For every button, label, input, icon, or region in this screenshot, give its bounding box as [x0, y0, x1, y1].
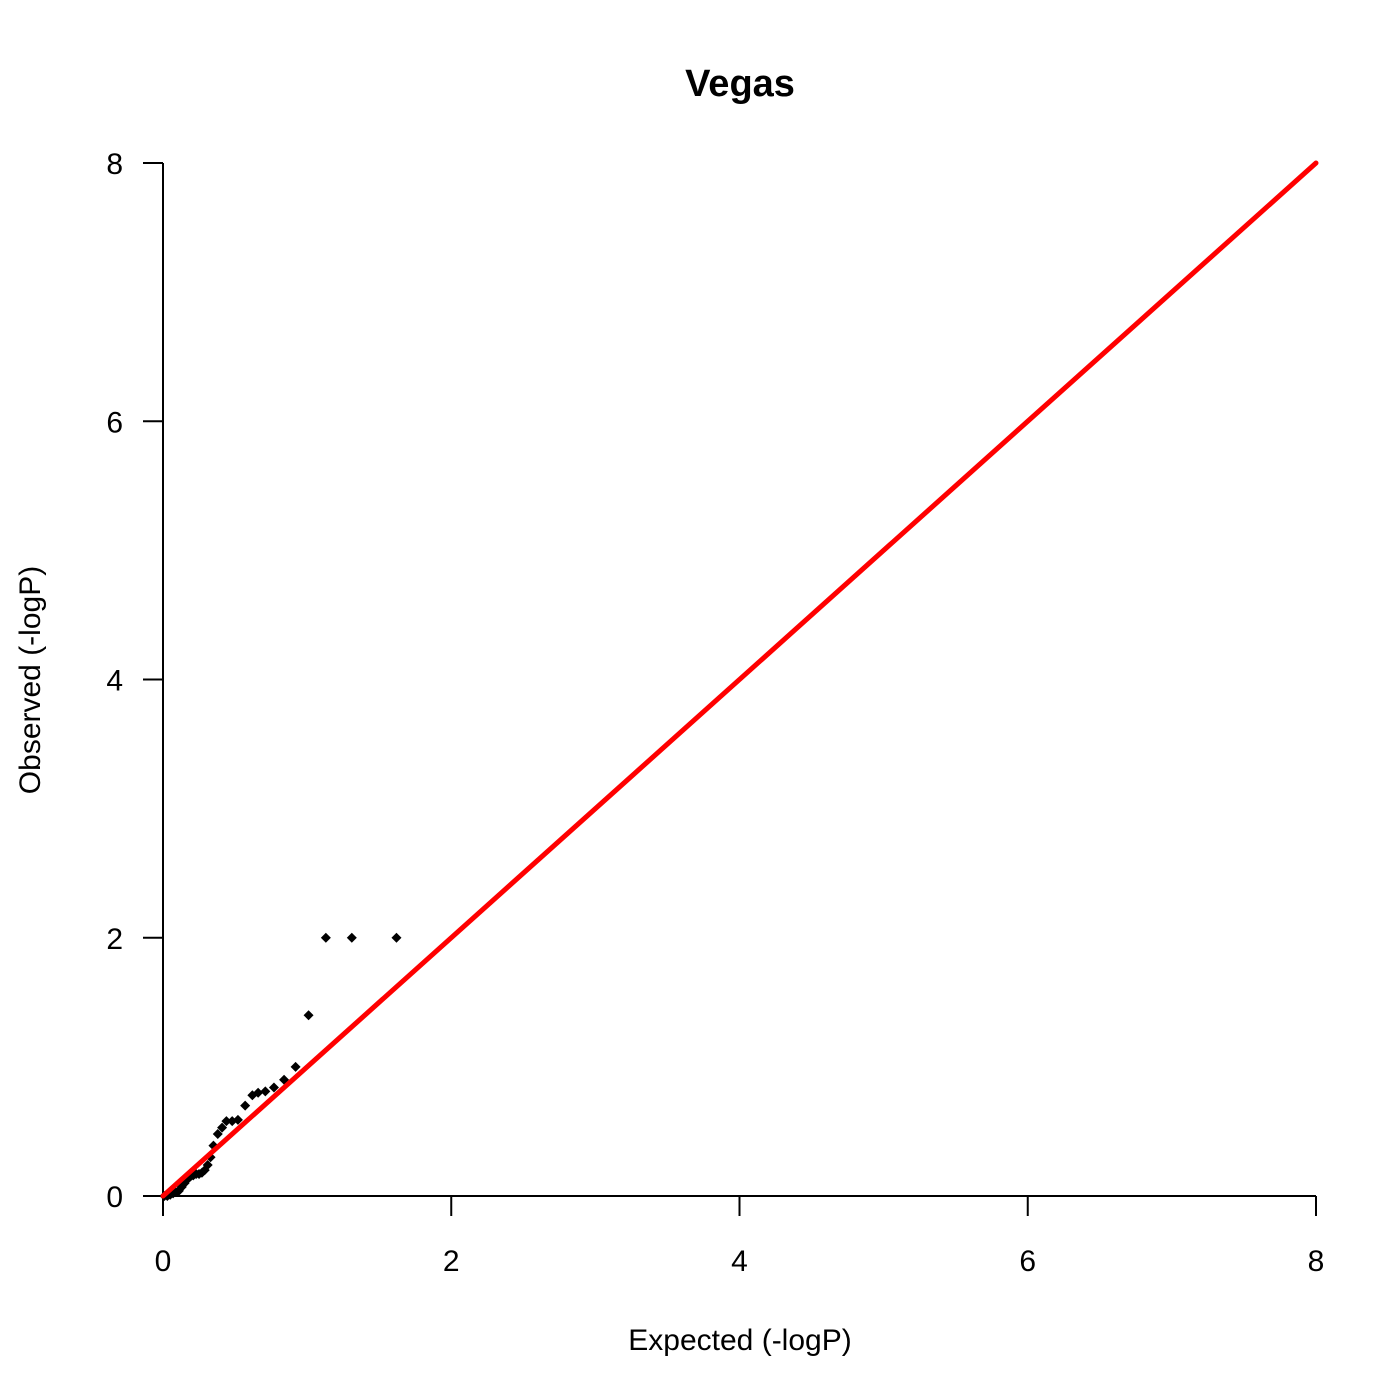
- x-tick-label: 0: [155, 1245, 172, 1278]
- x-axis-label: Expected (-logP): [628, 1324, 851, 1357]
- y-tick-label: 6: [106, 406, 123, 439]
- data-point: [346, 932, 357, 943]
- y-tick-label: 4: [106, 665, 123, 698]
- y-tick-label: 8: [106, 148, 123, 181]
- data-point: [391, 932, 402, 943]
- data-point: [253, 1087, 264, 1098]
- data-point: [240, 1100, 251, 1111]
- y-tick-label: 2: [106, 923, 123, 956]
- data-point: [290, 1061, 301, 1072]
- chart-title: Vegas: [685, 63, 795, 105]
- data-point: [217, 1122, 228, 1133]
- data-point: [232, 1114, 243, 1125]
- data-point: [320, 932, 331, 943]
- data-point: [212, 1129, 223, 1140]
- data-points: [159, 932, 402, 1201]
- data-point: [260, 1086, 271, 1097]
- y-tick-label: 0: [106, 1181, 123, 1214]
- x-tick-label: 2: [443, 1245, 460, 1278]
- data-point: [303, 1010, 314, 1021]
- x-tick-label: 8: [1308, 1245, 1325, 1278]
- y-axis-label: Observed (-logP): [14, 566, 47, 794]
- y-axis: 0 2 4 6 8: [106, 148, 164, 1214]
- data-point: [221, 1116, 232, 1127]
- x-tick-label: 6: [1019, 1245, 1036, 1278]
- x-tick-label: 4: [731, 1245, 748, 1278]
- x-axis: 0 2 4 6 8: [155, 1195, 1325, 1278]
- data-point: [247, 1090, 258, 1101]
- data-point: [202, 1160, 213, 1171]
- data-point: [268, 1082, 279, 1093]
- reference-line: [160, 160, 1319, 1199]
